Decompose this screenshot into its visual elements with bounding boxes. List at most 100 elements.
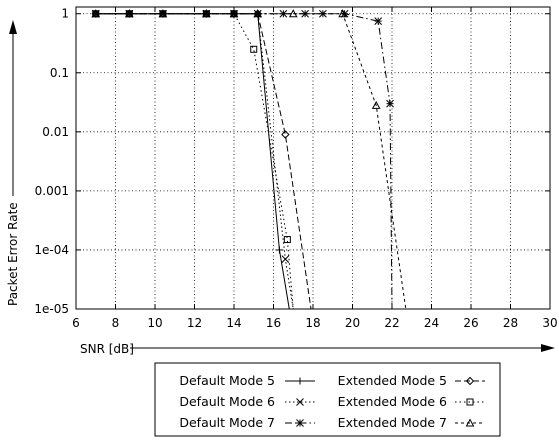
legend-entry: Default Mode 6 <box>179 394 315 409</box>
x-tick-label: 6 <box>72 316 80 330</box>
legend-label: Extended Mode 5 <box>338 373 447 388</box>
x-tick-label: 24 <box>424 316 439 330</box>
data-point-triangle <box>371 100 381 109</box>
legend-box <box>154 362 501 437</box>
series-layer <box>91 9 407 310</box>
marker-shape <box>281 130 290 139</box>
y-axis-label: Packet Error Rate <box>6 202 20 306</box>
grid-lines <box>75 7 551 310</box>
data-point-triangle <box>288 9 298 18</box>
marker-stroke <box>319 9 327 18</box>
legend-entry: Default Mode 7 <box>179 415 315 430</box>
y-tick-label: 0.001 <box>35 184 69 198</box>
data-point-cross <box>296 398 304 406</box>
series-default-mode-6 <box>91 9 294 310</box>
legend-label: Default Mode 7 <box>179 415 275 430</box>
y-tick-label: 1e-05 <box>34 302 69 316</box>
legend-entry: Default Mode 5 <box>179 373 315 388</box>
data-point-triangle <box>202 9 211 18</box>
legend-entry: Extended Mode 6 <box>338 394 485 409</box>
x-tick-label: 14 <box>226 316 241 330</box>
data-point-triangle <box>124 9 134 18</box>
series-default-mode-5 <box>92 10 290 310</box>
x-tick-label: 18 <box>305 316 320 330</box>
marker-stroke <box>386 99 394 108</box>
marker-shape <box>124 9 134 18</box>
series-line <box>95 13 393 310</box>
series-line <box>95 13 294 310</box>
x-axis-arrowhead <box>541 344 555 352</box>
series-extended-mode-5 <box>91 9 312 310</box>
data-point-cross <box>281 255 290 263</box>
legend-label: Extended Mode 6 <box>338 394 447 409</box>
marker-shape <box>158 9 168 18</box>
data-point-plus <box>275 246 283 254</box>
marker-shape <box>91 9 101 18</box>
x-tick-label: 10 <box>147 316 162 330</box>
series-line <box>95 13 407 310</box>
marker-shape <box>229 9 239 18</box>
data-point-triangle <box>91 9 101 18</box>
series-extended-mode-6 <box>92 10 294 310</box>
data-point-plus <box>296 377 304 385</box>
marker-stroke <box>253 9 262 18</box>
legend-label: Default Mode 6 <box>179 394 275 409</box>
marker-stroke <box>125 9 134 18</box>
marker-shape <box>338 9 347 18</box>
marker-stroke <box>296 398 304 406</box>
data-point-triangle <box>158 9 168 18</box>
legend-label: Extended Mode 7 <box>338 415 447 430</box>
data-point-square <box>283 236 291 244</box>
data-point-triangle <box>253 9 263 18</box>
data-point-square <box>250 45 258 53</box>
data-point-star <box>125 9 134 18</box>
y-tick-label: 1e-04 <box>34 243 69 257</box>
y-tick-label: 0.01 <box>42 125 69 139</box>
marker-stroke <box>374 17 383 25</box>
data-point-diamond <box>465 376 475 386</box>
data-point-triangle <box>338 9 347 18</box>
marker-shape <box>250 45 258 53</box>
series-line <box>95 13 290 310</box>
data-point-star <box>374 17 383 25</box>
data-point-diamond <box>281 130 290 139</box>
series-default-mode-7 <box>91 9 394 310</box>
x-tick-label: 12 <box>187 316 202 330</box>
series-line <box>95 13 312 310</box>
marker-stroke <box>281 255 290 263</box>
x-tick-label: 22 <box>384 316 399 330</box>
y-tick-label: 0.1 <box>50 66 69 80</box>
marker-shape <box>465 376 475 386</box>
x-tick-label: 20 <box>345 316 360 330</box>
marker-shape <box>288 9 298 18</box>
x-tick-label: 26 <box>463 316 478 330</box>
x-tick-label: 30 <box>542 316 557 330</box>
marker-shape <box>466 398 474 406</box>
legend-entry: Extended Mode 5 <box>338 373 485 388</box>
marker-stroke <box>301 9 309 18</box>
data-point-square <box>466 398 474 406</box>
x-tick-label: 16 <box>266 316 281 330</box>
marker-shape <box>283 236 291 244</box>
marker-stroke <box>296 419 304 427</box>
data-point-star <box>296 419 304 427</box>
x-tick-label: 8 <box>112 316 120 330</box>
plot-frame <box>75 6 551 310</box>
y-axis-arrowhead <box>9 20 17 34</box>
series-extended-mode-7 <box>91 9 407 310</box>
tick-labels: 6 8 10 12 14 16 18 20 22 24 26 28 30 1 0.1 0.01 0.001 1e-… <box>34 7 557 330</box>
data-point-triangle <box>229 9 239 18</box>
y-tick-label: 1 <box>61 7 69 21</box>
data-point-triangle <box>465 418 475 427</box>
x-tick-label: 28 <box>503 316 518 330</box>
legend: Default Mode 5 Default Mode 6 Default Mode… <box>154 362 501 437</box>
x-axis-label: SNR [dB] <box>80 342 134 356</box>
marker-shape <box>202 9 211 18</box>
data-point-star <box>386 99 394 108</box>
legend-label: Default Mode 5 <box>179 373 275 388</box>
marker-shape <box>371 100 381 109</box>
marker-shape <box>465 418 475 427</box>
legend-entry: Extended Mode 7 <box>338 415 485 430</box>
marker-shape <box>253 9 263 18</box>
